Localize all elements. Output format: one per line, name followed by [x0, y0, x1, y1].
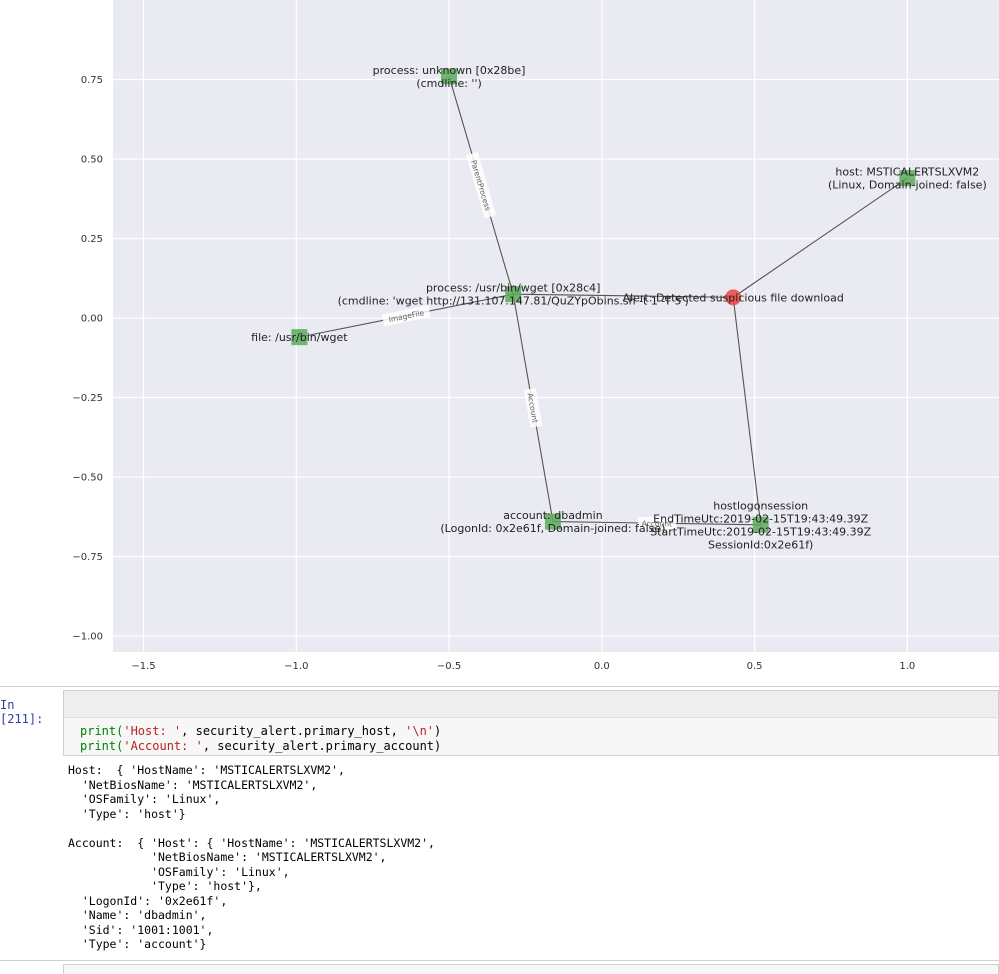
code-editor[interactable]: print('Host: ', security_alert.primary_h…	[80, 724, 441, 754]
node-proc_unknown	[441, 68, 458, 85]
x-tick-label: −1.0	[284, 661, 308, 672]
x-tick-label: −0.5	[437, 661, 461, 672]
node-label-logon: EndTimeUtc:2019-02-15T19:43:49.39Z	[653, 512, 868, 525]
y-tick-label: 0.75	[81, 75, 103, 86]
node-label-host: (Linux, Domain-joined: false)	[828, 179, 987, 192]
cell-divider	[0, 686, 999, 687]
y-tick-label: −1.00	[72, 632, 103, 643]
edge-label-bg	[637, 516, 677, 530]
edge-label-group: Account	[523, 388, 543, 428]
node-label-account: (LogonId: 0x2e61f, Domain-joined: false)	[440, 522, 665, 535]
node-account	[544, 513, 561, 530]
cell-prompt: In [211]:	[0, 698, 44, 726]
next-code-cell[interactable]	[63, 964, 999, 974]
cell-divider-bottom	[0, 960, 999, 961]
edge-alert-logon	[732, 297, 762, 525]
y-tick-label: −0.50	[72, 473, 103, 484]
node-logon	[752, 516, 769, 533]
node-label-file: file: /usr/bin/wget	[251, 331, 348, 344]
node-label-logon: SessionId:0x2e61f)	[708, 538, 813, 551]
code-line-1: print('Host: ', security_alert.primary_h…	[80, 724, 442, 738]
node-label-proc_wget: process: /usr/bin/wget [0x28c4]	[426, 282, 601, 295]
edge-label-bg	[381, 305, 431, 327]
node-host	[899, 170, 916, 187]
node-label-logon: StartTimeUtc:2019-02-15T19:43:49.39Z	[650, 525, 871, 538]
node-label-proc_unknown: (cmdline: '')	[416, 77, 481, 90]
code-cell[interactable]: print('Host: ', security_alert.primary_h…	[63, 690, 999, 756]
y-tick-label: −0.25	[72, 393, 103, 404]
edge-label-group: Account	[637, 516, 677, 530]
edge-proc_wget-alert	[513, 293, 734, 298]
x-tick-label: 0.5	[747, 661, 763, 672]
cell-toolbar-area	[64, 691, 998, 718]
x-tick-label: 1.0	[899, 661, 915, 672]
y-tick-label: 0.25	[81, 234, 103, 245]
plot-background	[113, 0, 999, 652]
node-label-alert: Alert: Detected suspicious file download	[623, 291, 844, 304]
node-label-host: host: MSTICALERTSLXVM2	[835, 166, 979, 179]
x-tick-label: −1.5	[131, 661, 155, 672]
node-label-proc_unknown: process: unknown [0x28be]	[373, 64, 526, 77]
alert-entity-graph: −1.5 −1.0 −0.5 0.0 0.5 1.0 0.75 0.50 0.25 0.00 −0.…	[72, 0, 999, 672]
node-label-proc_wget: (cmdline: 'wget http://131.107.147.81/Qu…	[338, 295, 689, 308]
edge-label-bg	[466, 152, 497, 219]
node-alert	[725, 289, 742, 306]
y-tick-label: 0.50	[81, 155, 103, 166]
code-line-2: print('Account: ', security_alert.primar…	[80, 739, 442, 753]
x-tick-label: 0.0	[594, 661, 610, 672]
edge-label: Account	[642, 519, 672, 528]
edge-alert-host	[732, 177, 908, 298]
y-tick-label: 0.00	[81, 314, 103, 325]
edge-label-bg	[523, 388, 543, 428]
cell-output: Host: { 'HostName': 'MSTICALERTSLXVM2', …	[68, 763, 435, 951]
node-proc_wget	[505, 286, 522, 303]
node-label-logon: hostlogonsession	[713, 499, 808, 512]
node-label-account: account: dbadmin	[503, 509, 602, 522]
node-file	[291, 329, 308, 346]
y-tick-label: −0.75	[72, 552, 103, 563]
